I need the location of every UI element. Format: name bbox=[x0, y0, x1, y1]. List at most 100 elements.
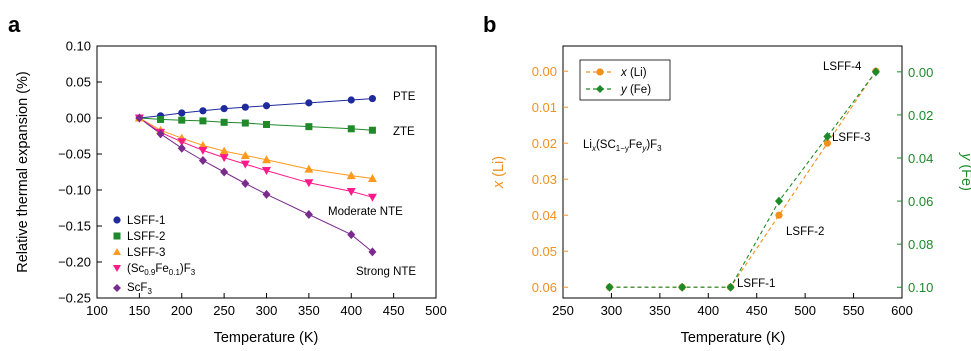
data-point-a-2 bbox=[198, 140, 208, 149]
data-point-b-0 bbox=[775, 211, 783, 219]
data-point-a-0 bbox=[262, 102, 271, 110]
series-line-b-0 bbox=[609, 70, 877, 288]
data-point-b-1 bbox=[726, 282, 735, 292]
data-point-a-1 bbox=[241, 119, 249, 127]
data-point-b-1 bbox=[774, 196, 783, 206]
legend-marker-square bbox=[113, 232, 121, 240]
data-point-a-2 bbox=[346, 171, 356, 180]
data-point-b-1 bbox=[605, 282, 614, 292]
legend-marker-triangle-down bbox=[113, 265, 121, 272]
y-tick-label-a: 0.00 bbox=[66, 111, 91, 126]
data-point-a-1 bbox=[199, 117, 207, 125]
data-point-a-0 bbox=[199, 107, 207, 115]
y-tick-label-right-b: 0.02 bbox=[908, 108, 933, 123]
y-tick-label-a: −0.05 bbox=[58, 147, 91, 162]
x-tick-label-b: 450 bbox=[746, 303, 768, 318]
data-point-a-1 bbox=[157, 115, 165, 123]
x-tick-label-a: 450 bbox=[383, 303, 405, 318]
data-point-a-3 bbox=[198, 146, 208, 155]
y-axis-label-a: Relative thermal expansion (%) bbox=[15, 71, 31, 272]
data-point-b-0 bbox=[823, 139, 832, 147]
point-label-lsff3: LSFF-3 bbox=[832, 132, 870, 144]
data-point-a-0 bbox=[347, 96, 355, 104]
y-tick-label-a: 0.05 bbox=[66, 75, 91, 90]
x-tick-label-a: 500 bbox=[425, 303, 447, 318]
legend-label: ScF3 bbox=[127, 282, 152, 296]
x-tick-label-a: 100 bbox=[86, 303, 108, 318]
data-point-a-0 bbox=[178, 109, 186, 117]
x-tick-label-b: 300 bbox=[601, 303, 623, 318]
data-point-a-4 bbox=[220, 167, 229, 177]
data-point-a-0 bbox=[241, 103, 249, 111]
x-tick-label-a: 300 bbox=[256, 303, 278, 318]
data-point-a-4 bbox=[177, 143, 186, 153]
data-point-a-2 bbox=[240, 150, 250, 159]
x-tick-label-b: 350 bbox=[649, 303, 671, 318]
y-tick-label-left-b: 0.02 bbox=[532, 136, 557, 151]
data-point-a-0 bbox=[220, 105, 228, 113]
legend-marker-circle bbox=[113, 216, 121, 224]
legend-marker-circle bbox=[596, 68, 604, 76]
legend-box bbox=[579, 59, 671, 101]
y-tick-label-left-b: 0.00 bbox=[532, 64, 557, 79]
x-tick-label-b: 550 bbox=[843, 303, 865, 318]
y-axis-label-right-b: y (Fe) bbox=[958, 152, 971, 191]
data-point-b-1 bbox=[823, 131, 832, 141]
x-tick-label-b: 250 bbox=[552, 303, 574, 318]
data-point-a-0 bbox=[368, 94, 377, 103]
y-tick-label-a: 0.10 bbox=[66, 39, 91, 54]
y-tick-label-right-b: 0.06 bbox=[908, 194, 933, 209]
series-line-a-1 bbox=[139, 117, 373, 131]
markers-a bbox=[134, 94, 377, 257]
y-tick-label-left-b: 0.05 bbox=[532, 244, 557, 259]
series-line-a-0 bbox=[139, 98, 373, 119]
data-point-a-4 bbox=[368, 247, 377, 257]
y-tick-label-a: −0.15 bbox=[58, 219, 91, 234]
axes-a: 100 150 200 250 300 350 400 450 500 0.10 0.05 0.00 −… bbox=[58, 39, 447, 319]
y-tick-label-left-b: 0.01 bbox=[532, 100, 557, 115]
legend-item-y-fe: y (Fe) bbox=[586, 84, 651, 96]
lines-b bbox=[609, 70, 877, 288]
x-axis-label-b: Temperature (K) bbox=[681, 330, 786, 346]
axes-b: 250 300 350 400 450 500 550 600 0.00 0.01 0.02 0.03… bbox=[532, 64, 934, 318]
data-point-b-1 bbox=[871, 67, 880, 77]
data-point-a-1 bbox=[305, 123, 313, 131]
data-point-a-4 bbox=[262, 189, 271, 199]
y-tick-label-left-b: 0.06 bbox=[532, 280, 557, 295]
data-point-a-3 bbox=[304, 179, 314, 188]
formula-label: Lix(SC1−yFey)F3 bbox=[583, 139, 662, 153]
data-point-a-4 bbox=[156, 129, 165, 139]
data-point-a-1 bbox=[178, 116, 186, 124]
legend-label: LSFF-1 bbox=[127, 215, 165, 227]
legend-marker-diamond bbox=[113, 284, 121, 292]
data-point-a-3 bbox=[219, 154, 229, 163]
legend-marker-triangle-up bbox=[113, 248, 121, 255]
data-point-a-3 bbox=[367, 193, 377, 202]
data-point-a-3 bbox=[240, 160, 250, 169]
y-tick-label-right-b: 0.08 bbox=[908, 237, 933, 252]
annotation-moderate-nte: Moderate NTE bbox=[328, 206, 403, 218]
y-tick-label-a: −0.20 bbox=[58, 255, 91, 270]
data-point-a-1 bbox=[347, 125, 355, 133]
y-tick-label-a: −0.25 bbox=[58, 291, 91, 306]
legend-label: (Sc0.9Fe0.1)F3 bbox=[127, 263, 196, 277]
legend-item-x-li: x (Li) bbox=[586, 67, 647, 79]
legend-item-scf3: ScF3 bbox=[113, 282, 152, 296]
data-point-b-1 bbox=[678, 282, 687, 292]
data-point-a-1 bbox=[368, 126, 376, 134]
data-point-a-4 bbox=[135, 113, 144, 123]
point-label-lsff1: LSFF-1 bbox=[737, 278, 775, 290]
point-label-lsff4: LSFF-4 bbox=[823, 61, 862, 73]
y-tick-label-right-b: 0.04 bbox=[908, 151, 933, 166]
data-point-a-2 bbox=[304, 164, 314, 173]
panel-label-a: a bbox=[8, 12, 21, 37]
data-point-a-4 bbox=[347, 230, 356, 240]
x-tick-label-b: 600 bbox=[891, 303, 913, 318]
legend-marker-diamond bbox=[596, 85, 604, 93]
data-point-a-3 bbox=[177, 138, 187, 147]
y-tick-label-right-b: 0.00 bbox=[908, 65, 933, 80]
y-tick-label-right-b: 0.10 bbox=[908, 280, 933, 295]
data-point-a-2 bbox=[367, 173, 377, 182]
data-point-a-2 bbox=[219, 146, 229, 155]
chart-a: 100 150 200 250 300 350 400 450 500 0.10 0.05 0.00 −… bbox=[15, 39, 447, 347]
